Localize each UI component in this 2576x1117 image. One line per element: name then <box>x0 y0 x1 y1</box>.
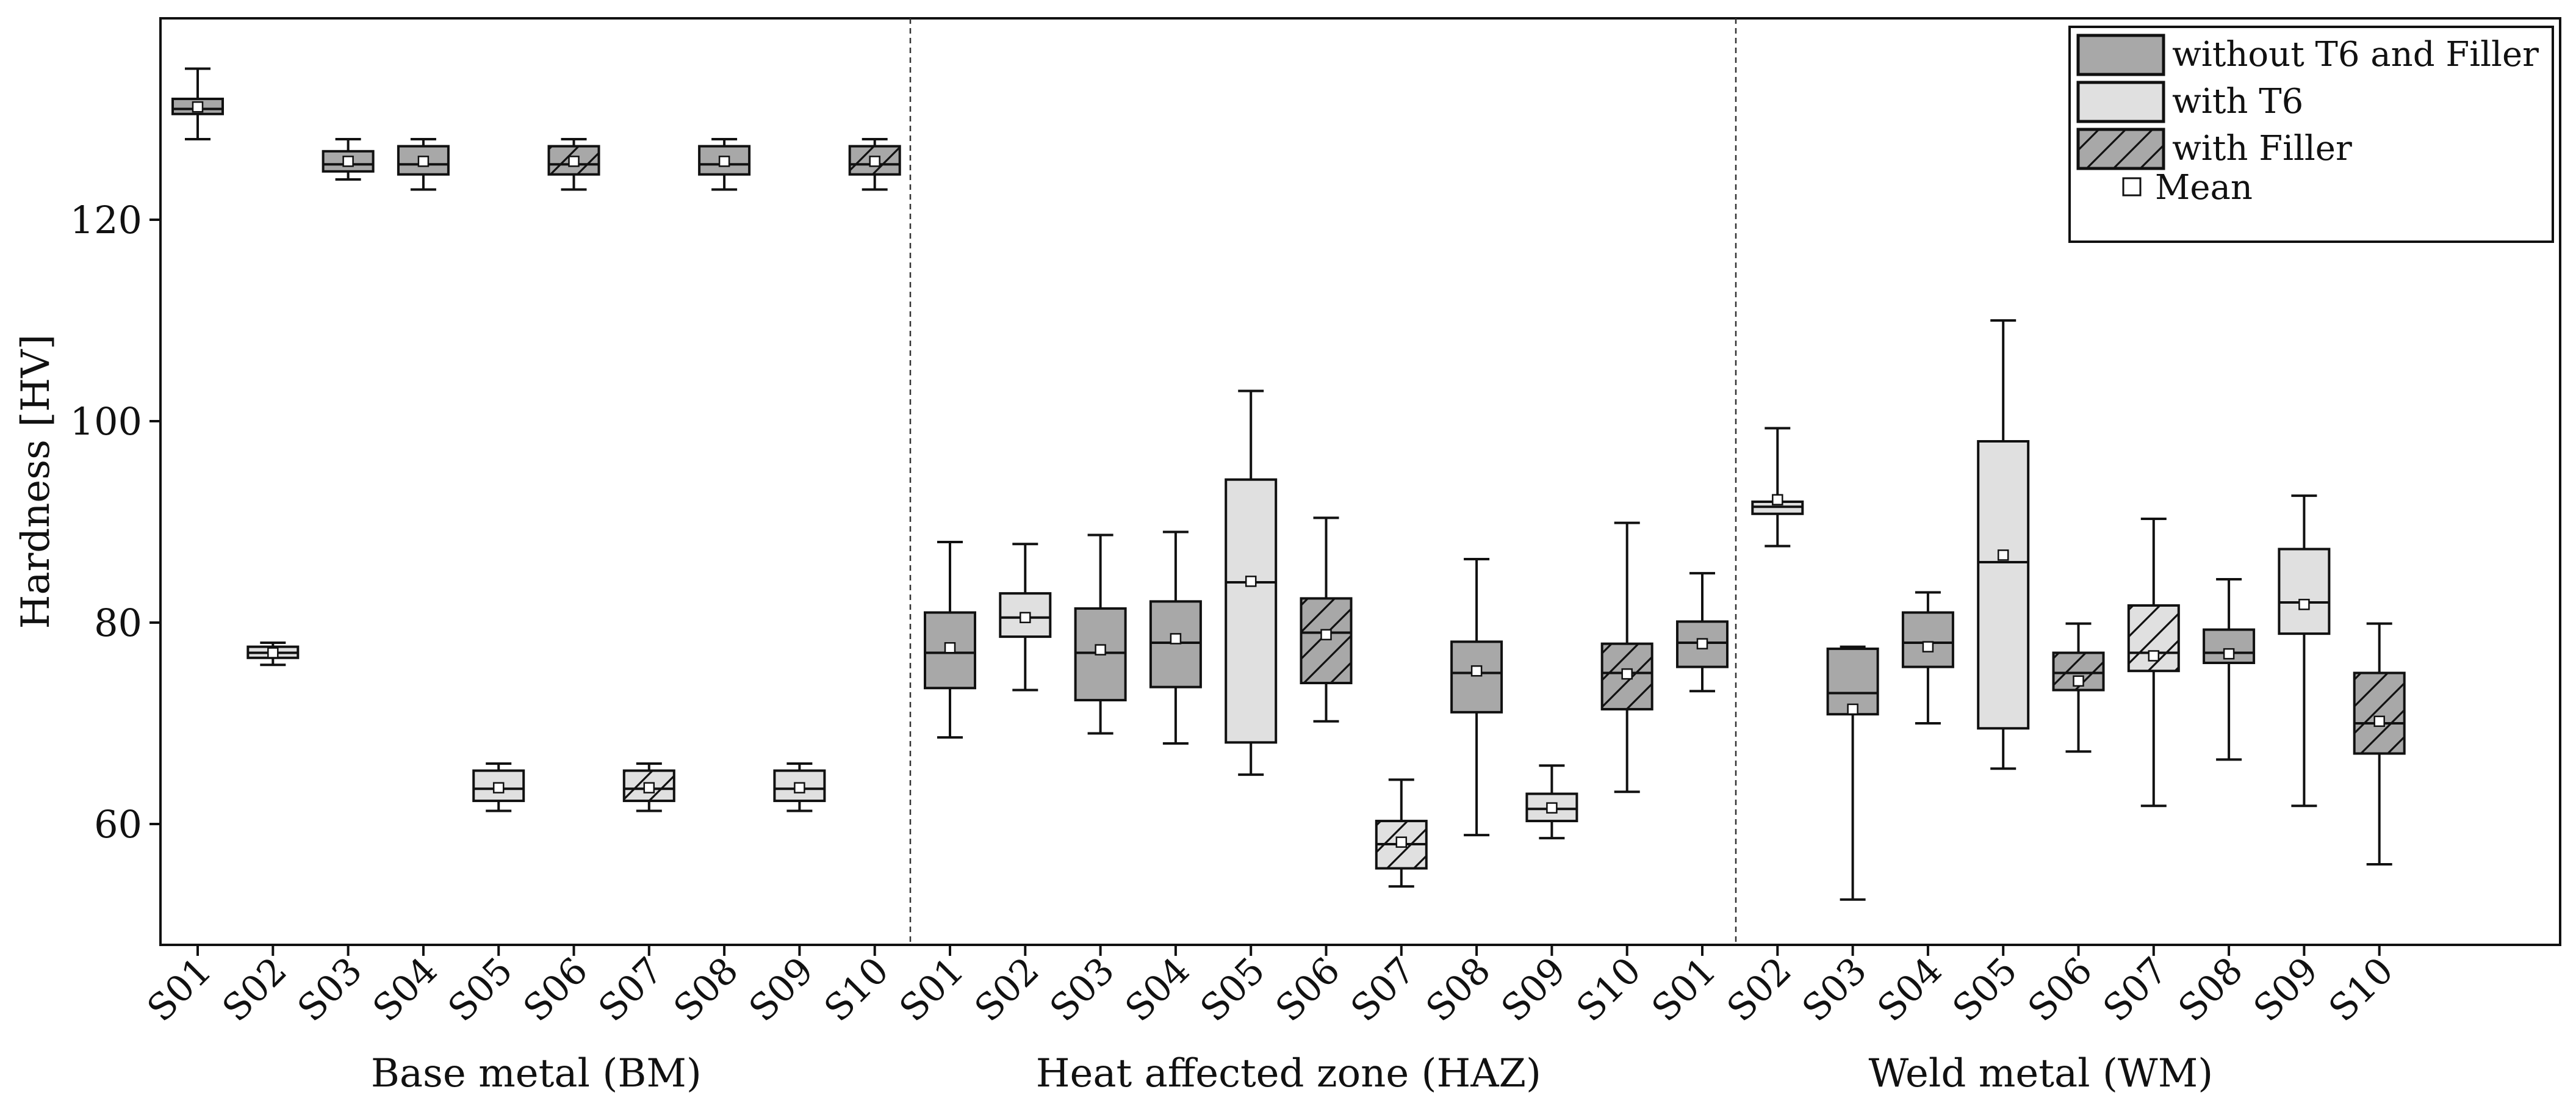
mean-marker <box>1621 668 1633 680</box>
mean-marker <box>1772 494 1783 505</box>
x-tick-label: S02 <box>966 949 1048 1030</box>
mean-marker <box>1546 802 1558 814</box>
x-tick-label: S09 <box>1493 949 1574 1030</box>
group-label-0: Base metal (BM) <box>371 1051 702 1096</box>
x-tick-label: S04 <box>365 949 446 1030</box>
x-tick-label: S01 <box>1644 949 1725 1030</box>
x-tick-label: S05 <box>1945 949 2026 1030</box>
mean-marker <box>1395 836 1408 848</box>
x-tick-label: S06 <box>1268 949 1349 1030</box>
x-tick-label: S02 <box>214 949 295 1030</box>
legend-label-none: without T6 and Filler <box>2172 35 2539 74</box>
x-tick-label: S03 <box>290 949 371 1030</box>
x-tick-label: S08 <box>2170 949 2251 1030</box>
mean-marker <box>1095 644 1106 656</box>
x-tick-label: S07 <box>591 949 672 1030</box>
mean-marker <box>267 647 279 659</box>
x-tick-label: S07 <box>2095 949 2176 1030</box>
mean-marker <box>869 156 880 167</box>
x-tick-label: S05 <box>440 949 521 1030</box>
legend-label-filler: with Filler <box>2172 129 2352 168</box>
legend-swatch-none <box>2076 34 2165 76</box>
x-tick-label: S02 <box>1719 949 1800 1030</box>
y-tick-label: 60 <box>94 802 142 847</box>
x-tick-label: S09 <box>741 949 822 1030</box>
x-tick-label: S09 <box>2245 949 2326 1030</box>
box-hatch <box>1301 598 1351 683</box>
y-tick-label: 120 <box>70 198 142 242</box>
box-hatch <box>2354 673 2405 754</box>
x-tick-label: S03 <box>1042 949 1123 1030</box>
x-tick-label: S10 <box>1569 949 1650 1030</box>
mean-marker <box>2148 650 2160 662</box>
legend-label-t6: with T6 <box>2172 82 2303 121</box>
mean-marker <box>1922 641 1934 652</box>
box-4 <box>1225 478 1278 744</box>
mean-marker <box>492 782 505 793</box>
y-tick-label: 100 <box>70 399 142 444</box>
mean-marker <box>1847 703 1858 715</box>
mean-marker <box>1320 629 1332 641</box>
mean-marker <box>342 156 354 167</box>
plot-frame <box>159 17 2561 946</box>
box-8 <box>773 769 826 803</box>
mean-marker <box>2073 675 2084 687</box>
mean-marker <box>1470 665 1483 677</box>
x-tick-label: S01 <box>891 949 973 1030</box>
x-tick-label: S03 <box>1794 949 1876 1030</box>
legend-label-mean: Mean <box>2155 168 2253 208</box>
box-8 <box>2278 548 2331 635</box>
x-tick-label: S05 <box>1192 949 1273 1030</box>
mean-marker <box>794 782 805 793</box>
x-tick-label: S06 <box>516 949 597 1030</box>
group-label-1: Heat affected zone (HAZ) <box>1036 1051 1541 1096</box>
mean-marker <box>1245 576 1257 587</box>
legend-swatch-t6 <box>2076 81 2165 123</box>
group-label-2: Weld metal (WM) <box>1868 1051 2213 1096</box>
mean-marker <box>417 156 430 167</box>
x-tick-label: S10 <box>2321 949 2402 1030</box>
x-tick-label: S08 <box>1418 949 1499 1030</box>
mean-marker <box>1696 638 1708 649</box>
mean-marker <box>1997 549 2009 561</box>
y-axis-label: Hardness [HV] <box>13 334 59 629</box>
box-3 <box>1901 611 1954 668</box>
x-tick-label: S06 <box>2020 949 2101 1030</box>
x-tick-label: S07 <box>1343 949 1424 1030</box>
mean-marker <box>1170 633 1182 645</box>
y-tick-label: 80 <box>94 601 142 645</box>
box-4 <box>1977 440 2030 730</box>
mean-marker <box>1020 612 1031 623</box>
box-8 <box>1525 792 1578 823</box>
mean-marker <box>643 782 655 793</box>
mean-marker <box>2223 648 2235 660</box>
legend-mean-icon <box>2122 177 2142 197</box>
mean-marker <box>568 156 580 167</box>
x-tick-label: S08 <box>666 949 747 1030</box>
mean-marker <box>192 101 204 113</box>
mean-marker <box>2373 715 2385 727</box>
legend-swatch-hatch <box>2078 129 2164 168</box>
mean-marker <box>944 642 956 654</box>
x-tick-label: S04 <box>1117 949 1198 1030</box>
mean-marker <box>2298 599 2310 610</box>
box-7 <box>1450 640 1503 714</box>
mean-marker <box>718 156 730 167</box>
x-tick-label: S04 <box>1869 949 1951 1030</box>
x-tick-label: S01 <box>139 949 220 1030</box>
x-tick-label: S10 <box>816 949 898 1030</box>
